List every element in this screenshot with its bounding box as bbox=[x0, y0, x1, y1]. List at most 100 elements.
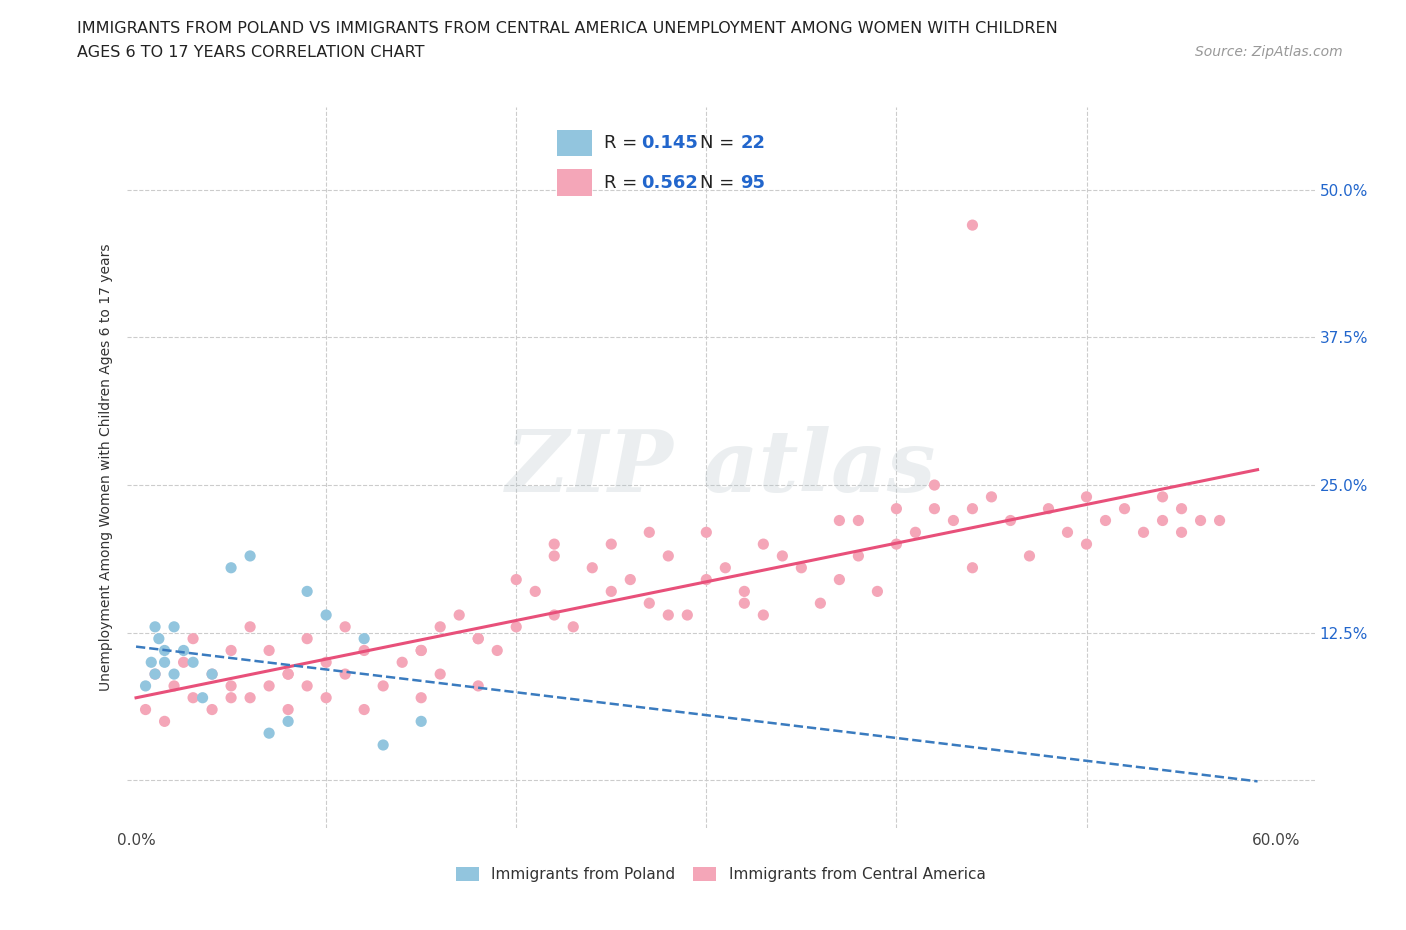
Point bbox=[173, 643, 195, 658]
Point bbox=[141, 655, 163, 670]
Point bbox=[201, 702, 224, 717]
Text: AGES 6 TO 17 YEARS CORRELATION CHART: AGES 6 TO 17 YEARS CORRELATION CHART bbox=[77, 45, 425, 60]
Point bbox=[173, 655, 195, 670]
Point bbox=[714, 560, 737, 575]
Point bbox=[733, 584, 755, 599]
Point bbox=[562, 619, 585, 634]
Point bbox=[1000, 513, 1022, 528]
Point bbox=[295, 679, 318, 694]
Point bbox=[486, 643, 509, 658]
Point bbox=[411, 643, 433, 658]
Point bbox=[333, 619, 356, 634]
Point bbox=[1114, 501, 1136, 516]
Point bbox=[695, 572, 717, 587]
Point bbox=[657, 549, 679, 564]
Point bbox=[848, 549, 870, 564]
Point bbox=[219, 643, 242, 658]
Point bbox=[1189, 513, 1212, 528]
Point bbox=[353, 702, 375, 717]
Point bbox=[543, 607, 565, 622]
Text: N =: N = bbox=[700, 174, 740, 192]
Legend: Immigrants from Poland, Immigrants from Central America: Immigrants from Poland, Immigrants from … bbox=[450, 861, 991, 888]
Point bbox=[942, 513, 965, 528]
Point bbox=[1056, 525, 1078, 539]
Point bbox=[411, 690, 433, 705]
Point bbox=[695, 525, 717, 539]
Point bbox=[277, 702, 299, 717]
Point bbox=[257, 725, 280, 740]
Point bbox=[353, 643, 375, 658]
Point bbox=[770, 549, 793, 564]
Point bbox=[163, 619, 186, 634]
Point bbox=[600, 537, 623, 551]
Point bbox=[638, 525, 661, 539]
Text: N =: N = bbox=[700, 134, 740, 152]
Point bbox=[201, 667, 224, 682]
Text: 95: 95 bbox=[741, 174, 765, 192]
Point bbox=[733, 596, 755, 611]
Point bbox=[543, 537, 565, 551]
Point bbox=[1094, 513, 1116, 528]
Point bbox=[581, 560, 603, 575]
Text: R =: R = bbox=[603, 174, 643, 192]
Point bbox=[904, 525, 927, 539]
Point bbox=[828, 572, 851, 587]
Point bbox=[962, 501, 984, 516]
Point bbox=[449, 607, 471, 622]
Point bbox=[924, 501, 946, 516]
Point bbox=[135, 679, 157, 694]
Point bbox=[153, 655, 176, 670]
Point bbox=[638, 596, 661, 611]
Point bbox=[1076, 489, 1098, 504]
Point bbox=[153, 714, 176, 729]
Point bbox=[1132, 525, 1154, 539]
Point bbox=[315, 607, 337, 622]
Point bbox=[1208, 513, 1230, 528]
Point bbox=[1170, 525, 1192, 539]
Point bbox=[980, 489, 1002, 504]
Point bbox=[790, 560, 813, 575]
Point bbox=[295, 584, 318, 599]
Point bbox=[153, 643, 176, 658]
Text: 22: 22 bbox=[741, 134, 765, 152]
Point bbox=[543, 549, 565, 564]
Point bbox=[191, 690, 214, 705]
Point bbox=[1038, 501, 1060, 516]
Point bbox=[148, 631, 170, 646]
Point bbox=[277, 667, 299, 682]
Point bbox=[676, 607, 699, 622]
Point bbox=[163, 679, 186, 694]
Point bbox=[373, 679, 395, 694]
Point bbox=[391, 655, 413, 670]
Point bbox=[411, 714, 433, 729]
Point bbox=[808, 596, 831, 611]
Point bbox=[239, 549, 262, 564]
Point bbox=[752, 607, 775, 622]
Text: Source: ZipAtlas.com: Source: ZipAtlas.com bbox=[1195, 45, 1343, 59]
Point bbox=[333, 667, 356, 682]
Point bbox=[924, 478, 946, 493]
Point bbox=[1152, 513, 1174, 528]
Point bbox=[219, 560, 242, 575]
Point bbox=[828, 513, 851, 528]
Point bbox=[315, 655, 337, 670]
Point bbox=[353, 631, 375, 646]
Point bbox=[752, 537, 775, 551]
Point bbox=[467, 631, 489, 646]
Point bbox=[257, 679, 280, 694]
Point bbox=[886, 537, 908, 551]
Point bbox=[315, 690, 337, 705]
Text: IMMIGRANTS FROM POLAND VS IMMIGRANTS FROM CENTRAL AMERICA UNEMPLOYMENT AMONG WOM: IMMIGRANTS FROM POLAND VS IMMIGRANTS FRO… bbox=[77, 21, 1059, 36]
Point bbox=[219, 690, 242, 705]
Point bbox=[239, 619, 262, 634]
Point bbox=[219, 679, 242, 694]
FancyBboxPatch shape bbox=[557, 129, 592, 156]
Point bbox=[163, 667, 186, 682]
Point bbox=[1170, 501, 1192, 516]
Point bbox=[181, 690, 204, 705]
Point bbox=[467, 679, 489, 694]
Point bbox=[1152, 489, 1174, 504]
Point bbox=[411, 643, 433, 658]
Text: R =: R = bbox=[603, 134, 643, 152]
Point bbox=[866, 584, 889, 599]
